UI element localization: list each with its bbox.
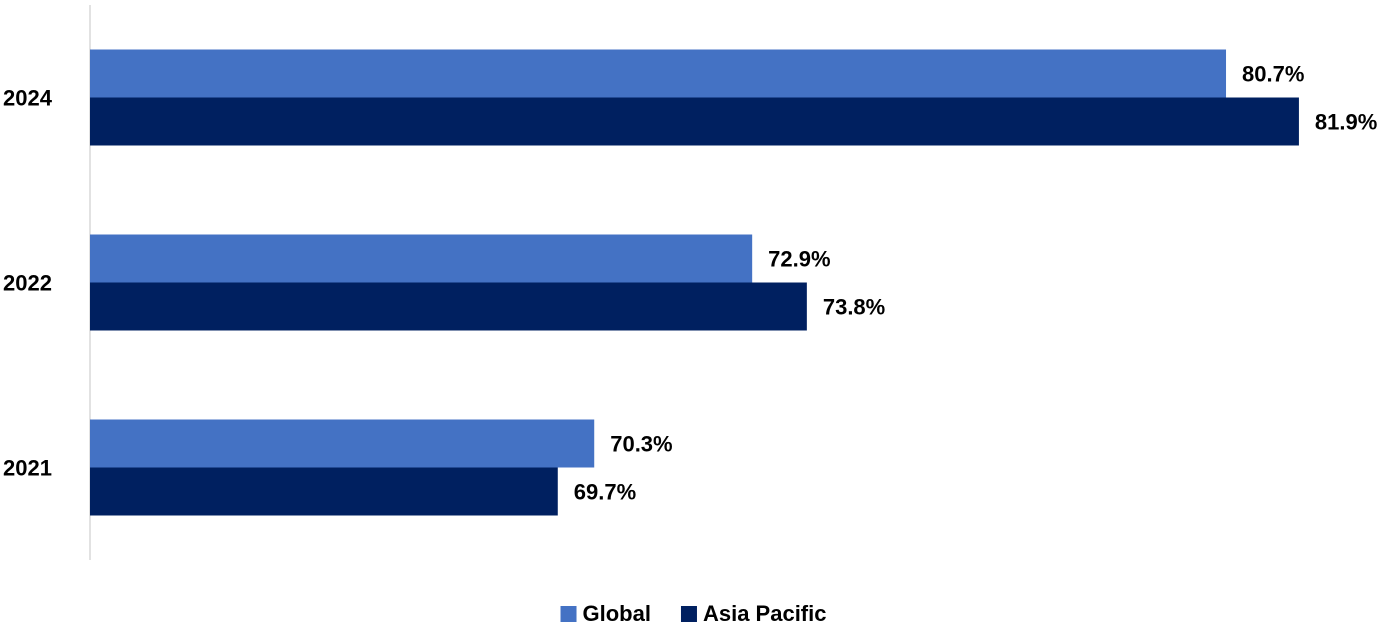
bar (90, 97, 1299, 146)
y-tick-label: 2021 (3, 455, 52, 480)
bar (90, 282, 807, 331)
data-label: 70.3% (610, 431, 672, 456)
bar (90, 49, 1227, 98)
bar (90, 467, 558, 516)
y-tick-label: 2024 (3, 85, 53, 110)
legend-swatch (680, 606, 697, 622)
legend-swatch (560, 606, 577, 622)
y-tick-label: 2022 (3, 270, 52, 295)
data-label: 80.7% (1242, 61, 1304, 86)
data-label: 69.7% (574, 479, 636, 504)
bar (90, 234, 753, 283)
legend-label: Global (583, 601, 651, 626)
data-label: 73.8% (823, 294, 885, 319)
data-label: 72.9% (768, 246, 830, 271)
data-label: 81.9% (1315, 109, 1377, 134)
bar (90, 419, 595, 468)
legend-label: Asia Pacific (703, 601, 827, 626)
